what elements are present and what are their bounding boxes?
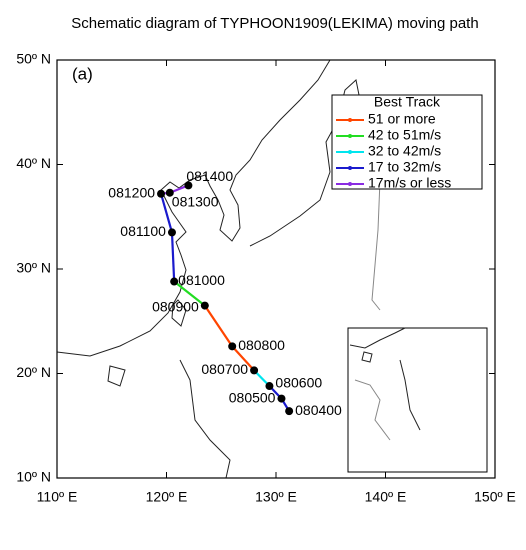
track-point	[157, 189, 166, 198]
x-tick-label: 110º E	[37, 489, 78, 505]
legend-dot	[348, 118, 352, 122]
y-tick-label: 10º N	[16, 469, 51, 485]
x-tick-label: 150º E	[474, 489, 516, 505]
title: Schematic diagram of TYPHOON1909(LEKIMA)…	[71, 15, 478, 32]
track-segment	[159, 193, 174, 233]
track-point	[250, 366, 259, 375]
legend-dot	[348, 182, 352, 186]
legend-dot	[348, 166, 352, 170]
track-label: 080700	[201, 361, 248, 377]
y-tick-label: 50º N	[16, 51, 51, 67]
track-label: 080900	[152, 298, 199, 314]
legend-label: 32 to 42m/s	[368, 143, 441, 159]
track-label: 081300	[172, 193, 219, 209]
track-segment	[173, 280, 206, 307]
x-tick-label: 140º E	[365, 489, 407, 505]
track-label: 081000	[178, 272, 225, 288]
legend-label: 17 to 32m/s	[368, 159, 441, 175]
track-point	[277, 394, 286, 403]
track-segment	[231, 345, 255, 372]
track-label: 080500	[229, 389, 276, 405]
inset-map	[347, 327, 488, 473]
track-label: 080600	[275, 375, 322, 391]
track-label: 080400	[295, 402, 342, 418]
track-label: 081400	[186, 168, 233, 184]
legend-title: Best Track	[374, 94, 441, 110]
track-label: 080800	[238, 337, 285, 353]
legend-dot	[348, 134, 352, 138]
track-point	[167, 228, 176, 237]
track-point	[265, 382, 274, 391]
track-point	[165, 188, 174, 197]
track-segment	[170, 232, 176, 282]
track-label: 081100	[120, 223, 166, 239]
track-segment	[203, 304, 234, 347]
x-tick-label: 120º E	[146, 489, 188, 505]
y-tick-label: 20º N	[16, 364, 51, 380]
track-point	[228, 342, 237, 351]
y-tick-label: 30º N	[16, 260, 51, 276]
x-tick-label: 130º E	[255, 489, 297, 505]
track-point	[285, 407, 294, 416]
track-point	[184, 181, 193, 190]
legend-label: 42 to 51m/s	[368, 127, 441, 143]
panel-label: (a)	[72, 64, 93, 83]
y-tick-label: 40º N	[16, 155, 51, 171]
legend-dot	[348, 150, 352, 154]
track-label: 081200	[108, 184, 155, 200]
legend-label: 17m/s or less	[368, 175, 451, 191]
track-point	[170, 277, 179, 286]
legend-label: 51 or more	[368, 111, 436, 127]
track-point	[200, 301, 209, 310]
